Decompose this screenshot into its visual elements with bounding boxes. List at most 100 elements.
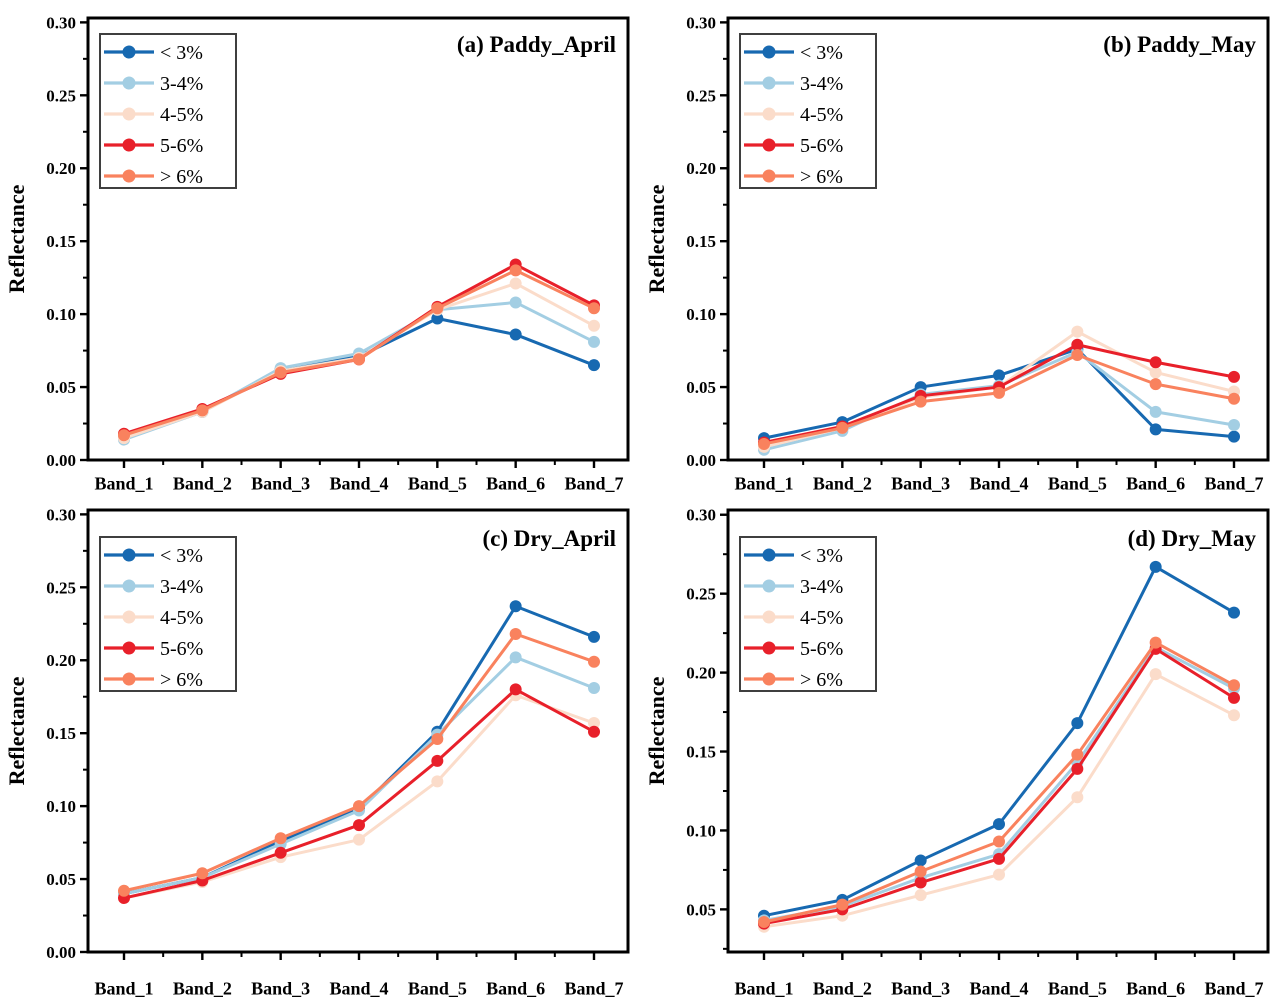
x-tick-label: Band_4	[969, 473, 1028, 493]
legend-label: < 3%	[800, 545, 843, 567]
data-point-marker	[993, 868, 1005, 881]
legend-label: 4-5%	[160, 607, 203, 629]
data-point-marker	[1071, 791, 1084, 804]
data-point-marker	[588, 681, 600, 694]
legend-label: > 6%	[800, 669, 843, 691]
data-point-marker	[431, 302, 444, 315]
y-axis-title: Reflectance	[644, 184, 669, 293]
data-point-marker	[1071, 338, 1084, 351]
panel-title: (b) Paddy_May	[1103, 32, 1256, 57]
data-point-marker	[274, 846, 287, 859]
legend-label: 5-6%	[160, 638, 203, 660]
legend-box	[739, 33, 877, 189]
series-line	[762, 350, 1236, 452]
legend-label: < 3%	[160, 545, 203, 567]
y-tick-label: 0.20	[686, 159, 716, 178]
data-point-marker	[758, 437, 770, 450]
x-tick-label: Band_7	[564, 978, 623, 998]
data-point-marker	[509, 264, 522, 277]
legend-box	[99, 536, 237, 692]
legend-label: 5-6%	[800, 638, 843, 660]
panel-c-dry-april: 0.00 0.05 0.10 0.15 0.20 0.25 0.30 Band_1 Band_2…	[0, 502, 640, 1004]
plot-frame	[86, 16, 630, 462]
data-point-marker	[118, 884, 130, 897]
legend-label: > 6%	[160, 669, 203, 691]
data-point-marker	[1149, 560, 1162, 573]
data-point-marker	[588, 655, 600, 668]
legend-label: < 3%	[800, 42, 843, 64]
x-tick-label: Band_2	[813, 978, 872, 998]
y-tick-label: 0.30	[46, 505, 76, 524]
x-tick-label: Band_5	[1048, 978, 1107, 998]
data-point-marker	[914, 854, 927, 867]
legend-label: > 6%	[800, 166, 843, 188]
panel-title: (c) Dry_April	[483, 526, 617, 551]
legend-marker	[762, 610, 776, 624]
y-tick-label: 0.15	[46, 724, 76, 743]
panel-b-paddy-may: 0.00 0.05 0.10 0.15 0.20 0.25 0.30 Band_1 Band_2…	[640, 0, 1280, 502]
legend-label: 3-4%	[800, 73, 843, 95]
legend-box	[739, 536, 877, 692]
y-axis-title: Reflectance	[644, 676, 669, 785]
data-point-marker	[588, 319, 600, 332]
legend-marker	[762, 579, 776, 593]
data-point-marker	[431, 775, 444, 788]
data-point-marker	[431, 312, 444, 325]
legend-marker	[122, 169, 136, 183]
data-point-marker	[431, 754, 444, 767]
data-point-marker	[1149, 636, 1162, 649]
data-point-marker	[509, 651, 522, 664]
legend-marker	[762, 76, 776, 90]
x-tick-label: Band_1	[94, 473, 153, 493]
y-tick-label: 0.05	[686, 378, 716, 397]
legend-box	[99, 33, 237, 189]
data-point-marker	[993, 369, 1005, 382]
x-tick-label: Band_5	[408, 473, 467, 493]
x-tick-label: Band_3	[251, 978, 310, 998]
legend-label: < 3%	[160, 42, 203, 64]
legend-marker	[122, 641, 136, 655]
series-line	[122, 300, 596, 442]
legend-label: 3-4%	[800, 576, 843, 598]
data-point-marker	[1149, 356, 1162, 369]
legend-marker	[762, 548, 776, 562]
x-tick-label: Band_6	[486, 473, 545, 493]
data-point-marker	[509, 683, 522, 696]
data-point-marker	[914, 395, 927, 408]
panel-title: (d) Dry_May	[1128, 526, 1257, 551]
data-point-marker	[1071, 748, 1084, 761]
y-axis-title: Reflectance	[4, 184, 29, 293]
legend-marker	[762, 672, 776, 686]
legend-marker	[122, 579, 136, 593]
series-line	[122, 317, 596, 440]
data-point-marker	[196, 404, 209, 417]
y-tick-label: 0.20	[46, 159, 76, 178]
x-tick-label: Band_7	[1204, 978, 1263, 998]
data-point-marker	[993, 852, 1005, 865]
y-tick-label: 0.20	[686, 664, 716, 683]
legend-marker	[762, 107, 776, 121]
data-point-marker	[509, 277, 522, 290]
y-axis-title: Reflectance	[4, 676, 29, 785]
y-tick-label: 0.10	[686, 305, 716, 324]
data-point-marker	[588, 725, 600, 738]
data-point-marker	[836, 421, 849, 434]
x-tick-label: Band_6	[1126, 978, 1185, 998]
y-tick-label: 0.15	[686, 232, 716, 251]
panel-d-dry-may: 0.05 0.10 0.15 0.20 0.25 0.30 Band_1 Band_2 Band…	[640, 502, 1280, 1004]
data-point-marker	[1071, 348, 1084, 361]
x-tick-label: Band_3	[251, 473, 310, 493]
data-point-marker	[914, 876, 927, 889]
data-point-marker	[274, 832, 287, 845]
panel-title: (a) Paddy_April	[457, 32, 616, 57]
y-tick-label: 0.30	[686, 506, 716, 525]
data-point-marker	[1228, 679, 1240, 692]
panel-a-paddy-april: 0.00 0.05 0.10 0.15 0.20 0.25 0.30 Band_1 Band_2…	[0, 0, 640, 502]
data-point-marker	[509, 627, 522, 640]
data-point-marker	[914, 865, 927, 878]
legend-marker	[762, 169, 776, 183]
x-tick-label: Band_6	[1126, 473, 1185, 493]
y-tick-label: 0.25	[686, 585, 716, 604]
legend-marker	[122, 672, 136, 686]
